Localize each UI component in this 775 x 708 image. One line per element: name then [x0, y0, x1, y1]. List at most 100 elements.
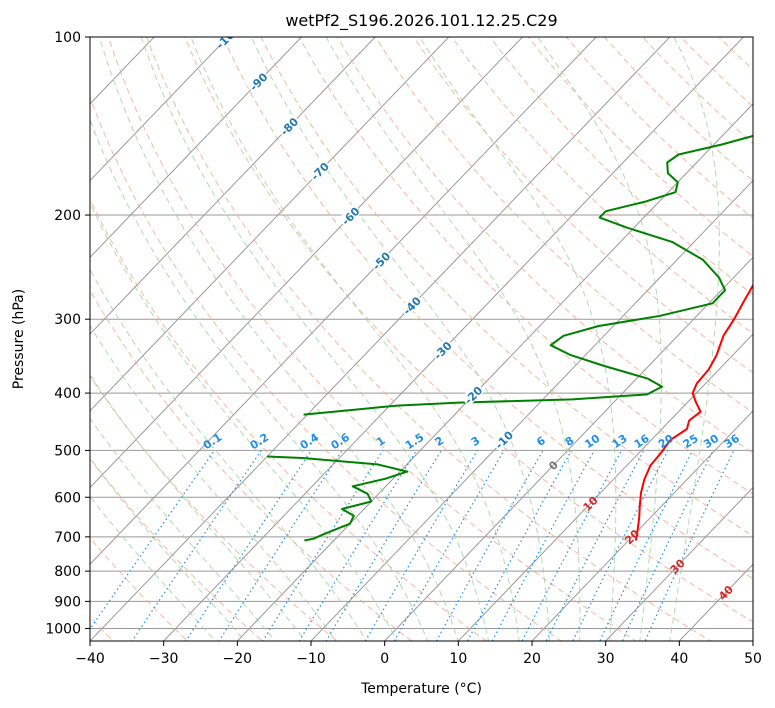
x-tick-label: 50: [744, 651, 762, 667]
y-tick-label: 1000: [45, 621, 81, 637]
mixing-ratio-line: [131, 450, 262, 641]
y-tick-label: 900: [54, 594, 81, 610]
mixing-ratio-label: 0.4: [298, 431, 322, 453]
mixing-ratio-label: 0.2: [248, 431, 271, 453]
dry-adiabat: [90, 95, 563, 641]
dry-adiabat: [90, 289, 413, 641]
isotherm-label-bg: [276, 113, 301, 138]
mixing-ratio-line: [644, 450, 735, 641]
y-tick-label: 500: [54, 443, 81, 459]
isotherm-line: [90, 37, 376, 335]
grid-layer: [90, 10, 775, 653]
mixing-ratio-line: [218, 450, 343, 641]
dewpoint-upper-profile: [303, 134, 753, 416]
mixing-ratio-label: 2: [433, 434, 447, 449]
isotherm-label-bg: [337, 203, 362, 228]
moist-adiabat: [669, 37, 720, 641]
y-tick-label: 700: [54, 530, 81, 546]
x-tick-label: 40: [670, 651, 688, 667]
y-tick-label: 600: [54, 490, 81, 506]
moist-adiabat: [140, 37, 490, 641]
isotherm-label-bg: [368, 248, 393, 273]
mixing-ratio-label: 8: [563, 434, 577, 449]
dry-adiabat: [90, 537, 189, 641]
moist-adiabat: [190, 37, 520, 641]
isotherm-line: [90, 37, 524, 489]
mixing-ratio-label: 13: [610, 432, 630, 451]
x-tick-label: −20: [223, 651, 253, 667]
y-tick-label: 100: [54, 30, 81, 46]
moist-adiabat: [90, 495, 216, 641]
y-tick-label: 400: [54, 386, 81, 402]
moist-adiabat: [250, 37, 550, 641]
isotherm-label-bg: [399, 292, 424, 317]
mixing-ratio-line: [364, 450, 479, 641]
isotherm-line: [162, 37, 745, 641]
mixing-ratio-label: 3: [469, 434, 483, 449]
moist-adiabat: [90, 457, 246, 641]
mixing-ratio-line: [90, 450, 215, 631]
mixing-ratio-label: 10: [582, 432, 602, 451]
moist-adiabat: [90, 118, 429, 641]
isotherm-line: [236, 103, 753, 641]
mixing-ratio-line: [521, 450, 623, 641]
chart-title: wetPf2_S196.2026.101.12.25.C29: [285, 11, 557, 31]
isotherm-line: [90, 37, 671, 641]
isotherm-line: [457, 333, 753, 641]
isotherm-label-bg: [245, 69, 270, 94]
mixing-ratio-label: 1.5: [403, 431, 426, 453]
dry-adiabat: [298, 37, 753, 495]
x-tick-label: 0: [380, 651, 389, 667]
moist-adiabat: [419, 37, 617, 641]
x-tick-label: 20: [523, 651, 541, 667]
contour-label-layer: 0.10.20.40.611.52346810131620253036-100-…: [201, 37, 742, 603]
dry-adiabat: [527, 37, 753, 257]
x-tick-label: −30: [149, 651, 179, 667]
isotherm-line: [90, 37, 450, 412]
moist-adiabat: [325, 37, 581, 641]
x-tick-label: −40: [75, 651, 105, 667]
isotherm-line: [90, 37, 303, 259]
moist-adiabat: [99, 37, 459, 641]
dry-adiabat: [374, 37, 753, 414]
moist-adiabat: [90, 201, 398, 641]
mixing-ratio-line: [491, 450, 595, 641]
x-tick-label: 10: [449, 651, 467, 667]
dry-adiabat: [413, 37, 753, 374]
isotherm-line: [604, 486, 753, 641]
isotherm-label-bg: [491, 427, 516, 452]
y-tick-label: 200: [54, 208, 81, 224]
mixing-ratio-line: [572, 450, 669, 641]
dry-adiabat: [451, 37, 753, 335]
mixing-ratio-line: [325, 450, 442, 641]
dry-adiabat: [718, 37, 753, 71]
isotherm-line: [310, 179, 753, 641]
dry-adiabat: [336, 37, 753, 454]
y-tick-label: 800: [54, 564, 81, 580]
x-tick-label: 30: [597, 651, 615, 667]
dry-adiabat: [107, 37, 637, 641]
mixing-ratio-line: [435, 450, 544, 641]
dry-adiabat: [489, 37, 753, 296]
x-axis-title: Temperature (°C): [360, 681, 482, 697]
dry-adiabat: [90, 457, 264, 641]
y-tick-label: 300: [54, 312, 81, 328]
temperature-profile: [634, 283, 753, 541]
dry-adiabat: [222, 37, 753, 580]
dry-adiabat: [767, 10, 775, 653]
x-tick-label: −10: [296, 651, 326, 667]
dry-adiabat: [680, 37, 753, 108]
series-layer: [267, 134, 753, 542]
isotherm-line: [90, 37, 229, 182]
mixing-ratio-label: 6: [534, 434, 548, 449]
y-axis-title: Pressure (hPa): [11, 289, 27, 389]
moist-adiabat: [90, 324, 337, 641]
mixing-ratio-label: 36: [722, 432, 742, 451]
mixing-ratio-label: 1: [374, 434, 388, 449]
dry-adiabat: [184, 37, 753, 623]
mixing-ratio-label: 30: [701, 432, 721, 451]
plot-area: 0.10.20.40.611.52346810131620253036-100-…: [90, 10, 775, 653]
mixing-ratio-label: 16: [632, 432, 652, 451]
isotherm-line: [531, 410, 753, 641]
